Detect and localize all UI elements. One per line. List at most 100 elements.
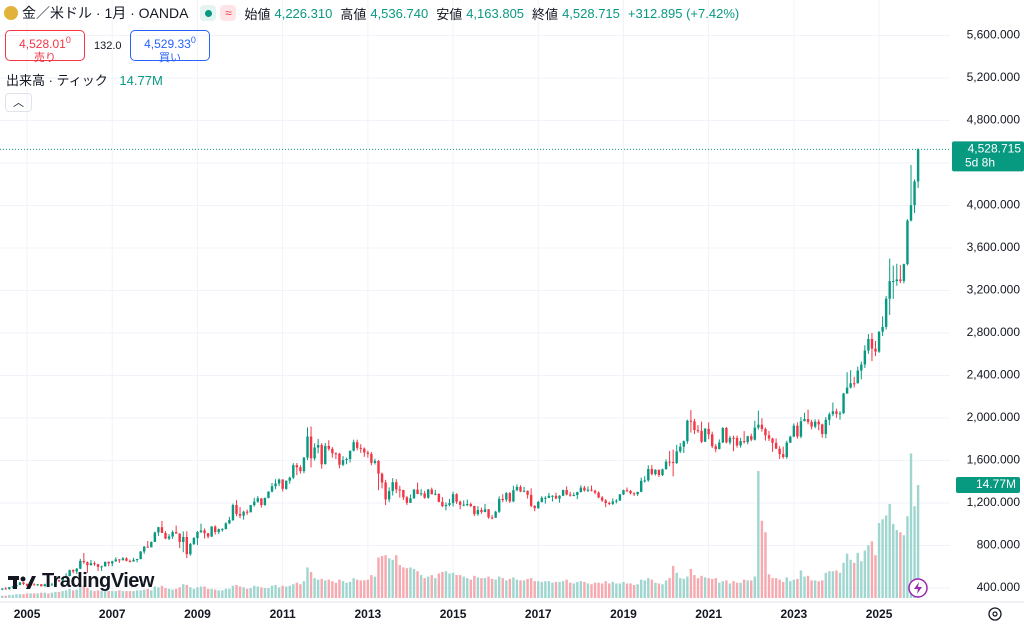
candle-body: [125, 558, 128, 561]
candle-body: [270, 486, 274, 492]
candle-body: [441, 501, 444, 507]
volume-bar: [256, 586, 260, 598]
candle-body: [142, 546, 146, 552]
candle-body: [139, 551, 142, 560]
candle-body: [327, 445, 331, 449]
candle-body: [355, 442, 359, 448]
candle-body: [4, 588, 7, 590]
candle-body: [128, 560, 132, 562]
volume-bar: [68, 588, 71, 598]
candle-body: [618, 494, 622, 501]
x-tick-label: 2013: [354, 607, 381, 621]
volume-bar: [679, 578, 682, 598]
volume-bar: [363, 580, 366, 598]
volume-legend-label[interactable]: 出来高 · ティック: [6, 73, 108, 88]
candle-body: [412, 489, 416, 499]
candle-body: [434, 493, 437, 495]
candle-body: [867, 338, 870, 351]
volume-bar: [689, 568, 693, 598]
volume-bar: [387, 558, 391, 598]
volume-bar: [813, 580, 817, 598]
volume-bar: [625, 583, 629, 598]
candle-body: [863, 350, 867, 365]
candle-body: [224, 523, 228, 530]
volume-bar: [870, 541, 874, 598]
candle-body: [608, 503, 611, 505]
volume-bar: [86, 588, 89, 598]
candle-body: [490, 517, 494, 519]
candle-body: [334, 453, 338, 455]
volume-bar: [203, 586, 206, 598]
volume-bar: [341, 581, 345, 598]
volume-bar: [146, 588, 149, 598]
candle-body: [57, 580, 61, 582]
candle-body: [150, 541, 153, 548]
volume-bar: [295, 582, 299, 598]
volume-bar: [32, 593, 36, 598]
candle-body: [256, 498, 260, 502]
high-label: 高値: [340, 6, 367, 22]
volume-bar: [547, 581, 551, 598]
buy-button[interactable]: 4,529.330 買い: [130, 30, 210, 64]
volume-bar: [796, 578, 799, 598]
last-price-label: 4,528.715: [968, 141, 1022, 155]
volume-bar: [806, 575, 810, 598]
data-problem[interactable]: ≈: [220, 5, 237, 21]
candle-body: [497, 498, 501, 512]
sell-button[interactable]: 4,528.010 売り: [5, 30, 85, 64]
volume-bar: [458, 575, 462, 598]
volume-bar: [348, 581, 352, 598]
volume-bar: [742, 579, 746, 598]
volume-bar: [856, 552, 859, 598]
candle-body: [71, 570, 75, 572]
volume-legend-value: 14.77M: [119, 73, 163, 88]
symbol-title[interactable]: 金／米ドル · 1月 · OANDA: [22, 5, 189, 21]
volume-bar: [572, 583, 575, 598]
candle-body: [11, 586, 15, 588]
candle-body: [284, 480, 288, 489]
candle-body: [568, 494, 572, 496]
volume-bar: [107, 591, 110, 598]
volume-bar: [803, 576, 806, 598]
volume-bar: [324, 580, 327, 598]
volume-bar: [274, 585, 277, 598]
low-label: 安値: [436, 6, 463, 22]
candle-body: [281, 479, 284, 489]
volume-bar: [842, 562, 845, 598]
volume-bar: [664, 580, 668, 598]
candle-body: [469, 504, 473, 506]
volume-bar: [732, 581, 735, 598]
candle-body: [302, 457, 306, 472]
volume-bar: [142, 589, 146, 598]
candle-body: [313, 447, 316, 459]
volume-bar: [448, 573, 451, 598]
volume-bar: [189, 587, 192, 598]
volume-bar: [519, 580, 522, 598]
market-status[interactable]: [200, 5, 217, 21]
volume-bar: [760, 520, 764, 598]
candle-body: [182, 537, 185, 543]
volume-bar: [135, 590, 139, 598]
candle-body: [732, 437, 735, 439]
candle-body: [217, 529, 220, 533]
volume-bar: [576, 581, 579, 598]
candle-body: [487, 509, 490, 518]
candle-body: [274, 483, 277, 487]
candle-body: [643, 480, 646, 482]
candle-body: [228, 520, 231, 524]
candle-body: [622, 490, 625, 495]
collapse-button[interactable]: ︿: [5, 93, 32, 112]
volume-bar: [860, 561, 863, 598]
volume-bar: [863, 550, 867, 598]
volume-bar: [75, 589, 78, 598]
volume-bar: [292, 584, 295, 598]
volume-bar: [419, 575, 423, 598]
volume-bar: [693, 575, 696, 598]
candle-body: [501, 498, 504, 500]
candle-body: [675, 451, 678, 463]
candle-body: [512, 490, 515, 502]
volume-bar: [480, 578, 483, 598]
volume-bar: [728, 583, 732, 598]
candle-body: [668, 461, 671, 463]
volume-bar: [686, 576, 689, 598]
